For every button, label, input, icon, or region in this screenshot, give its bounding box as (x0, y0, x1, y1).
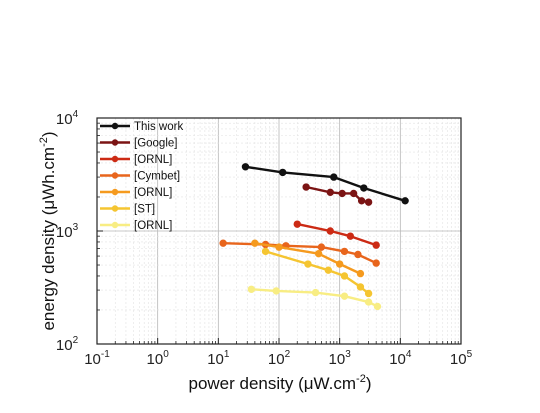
legend: This work [Google] [ORNL] [Cymbet] [ORNL] [ST… (100, 121, 183, 232)
data-point (356, 283, 365, 291)
legend-item: [Google] (100, 138, 177, 150)
legend-label: [ORNL] (134, 220, 172, 232)
legend-marker (111, 139, 119, 146)
data-point (346, 232, 355, 240)
legend-item: [ORNL] (100, 154, 172, 166)
y-tick-label: 104 (56, 109, 79, 128)
data-point (330, 173, 338, 181)
axis-ticks (96, 117, 462, 345)
legend-label: [ORNL] (134, 154, 172, 166)
data-point (261, 247, 270, 256)
legend-marker (111, 155, 119, 163)
legend-marker (111, 172, 119, 179)
series-line (265, 250, 370, 295)
legend-item: [ST] (100, 204, 155, 216)
data-point (272, 287, 280, 295)
x-tick-label: 104 (389, 349, 412, 368)
series-6 (247, 285, 382, 311)
data-point (326, 227, 334, 235)
legend-item: [Cymbet] (100, 171, 180, 183)
data-point (401, 197, 409, 205)
data-point (247, 285, 256, 293)
data-point (364, 198, 373, 206)
series-5 (261, 247, 373, 298)
x-tick-label: 100 (147, 349, 170, 368)
data-point (357, 197, 366, 205)
y-tick-labels: 102 103 104 (56, 109, 79, 354)
data-point (340, 247, 349, 256)
data-point (278, 168, 287, 177)
data-point (311, 288, 320, 297)
x-tick-label: 105 (450, 349, 473, 368)
series-line (297, 222, 377, 247)
legend-label: [ORNL] (134, 187, 172, 199)
data-point (340, 292, 349, 300)
series-0 (241, 163, 409, 205)
data-point (293, 220, 301, 228)
y-tick-label: 102 (56, 335, 79, 354)
x-tick-label: 101 (207, 349, 230, 368)
x-tick-label: 102 (268, 349, 291, 368)
data-point (340, 272, 349, 280)
series-group (219, 163, 409, 311)
data-point (275, 243, 283, 251)
data-point (349, 189, 358, 198)
series-2 (293, 220, 380, 249)
data-point (372, 259, 380, 267)
data-point (364, 289, 373, 298)
data-point (326, 188, 334, 197)
data-point (356, 269, 365, 278)
legend-marker (111, 221, 119, 229)
legend-marker (111, 188, 119, 196)
legend-item: [ORNL] (100, 187, 172, 199)
data-point (241, 163, 250, 171)
data-point (373, 302, 382, 311)
y-tick-label: 103 (56, 222, 79, 241)
data-point (360, 184, 368, 192)
series-4 (251, 239, 365, 278)
data-point (335, 260, 344, 268)
data-point (219, 239, 227, 247)
data-point (304, 260, 312, 268)
legend-label: [Google] (134, 138, 177, 150)
legend-item: [ORNL] (100, 220, 172, 232)
data-point (251, 239, 259, 247)
data-point (364, 298, 373, 306)
x-tick-label: 103 (329, 349, 352, 368)
data-point (324, 266, 333, 274)
legend-label: [Cymbet] (134, 171, 180, 183)
legend-item: This work (100, 121, 183, 133)
legend-marker (111, 205, 119, 212)
series-line (223, 242, 377, 265)
y-axis-title: energy density (μWh.cm-2) (38, 131, 58, 330)
data-point (317, 243, 326, 251)
x-tick-label: 10-1 (84, 349, 110, 368)
data-point (338, 189, 346, 198)
series-1 (302, 183, 373, 206)
data-point (314, 249, 323, 258)
data-point (372, 241, 380, 249)
data-point (302, 183, 310, 191)
legend-label: This work (134, 121, 183, 133)
legend-marker (111, 122, 119, 130)
x-tick-labels: 10-1 100 101 102 103 104 105 (84, 349, 472, 368)
data-point (354, 250, 362, 259)
legend-label: [ST] (134, 204, 155, 216)
x-axis-title: power density (μW.cm-2) (188, 373, 371, 393)
